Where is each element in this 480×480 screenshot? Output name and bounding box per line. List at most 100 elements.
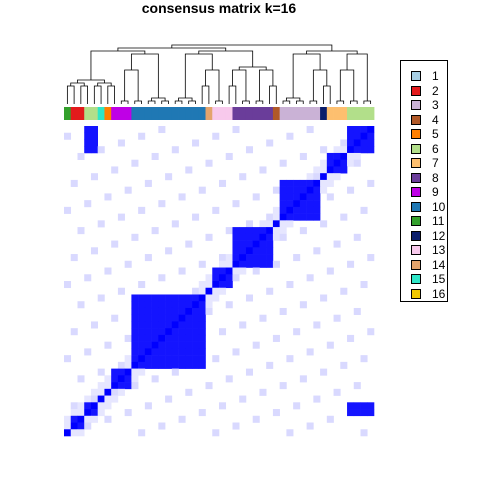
heatmap-cell <box>252 240 260 248</box>
heatmap-cell <box>90 402 98 410</box>
heatmap-cell <box>192 307 200 315</box>
heatmap-cell <box>326 152 334 160</box>
heatmap-cell <box>171 341 179 349</box>
heatmap-cell <box>286 355 294 363</box>
heatmap-cell <box>286 429 294 437</box>
heatmap-cell <box>232 260 240 268</box>
heatmap-cell <box>306 179 314 187</box>
heatmap-cell <box>252 267 260 275</box>
heatmap-cell <box>205 274 213 282</box>
dendrogram-branch <box>259 69 274 101</box>
heatmap-cell <box>279 233 287 241</box>
legend-label: 14 <box>432 257 446 272</box>
heatmap-cell <box>104 415 112 423</box>
heatmap-cell <box>185 321 193 329</box>
heatmap-cell <box>117 382 125 390</box>
heatmap-cell <box>320 166 328 174</box>
heatmap-cell <box>340 146 348 154</box>
heatmap-cell <box>299 301 307 309</box>
heatmap-cell <box>239 173 247 181</box>
heatmap-cells <box>64 126 375 437</box>
heatmap-cell <box>293 186 301 194</box>
dendrogram-branch <box>201 85 210 104</box>
heatmap-cell <box>185 240 193 248</box>
annotation-cell <box>320 107 328 120</box>
heatmap-cell <box>326 267 334 275</box>
dendrogram-branch <box>90 50 146 80</box>
heatmap-cell <box>347 402 355 410</box>
heatmap-cell <box>293 200 301 208</box>
heatmap-cell <box>192 139 200 147</box>
heatmap-cell <box>212 429 220 437</box>
heatmap-cell <box>104 341 112 349</box>
heatmap-cell <box>131 321 139 329</box>
heatmap-cell <box>259 314 267 322</box>
heatmap-cell <box>245 294 253 302</box>
legend-item: 6 <box>411 142 447 156</box>
heatmap-cell <box>77 227 85 235</box>
dendrogram-branch <box>269 85 277 104</box>
heatmap-cell <box>198 301 206 309</box>
heatmap-cell <box>347 132 355 140</box>
heatmap-cell <box>124 382 132 390</box>
heatmap-cell <box>353 233 361 241</box>
heatmap-cell <box>198 307 206 315</box>
heatmap-cell <box>192 334 200 342</box>
annotation-cell <box>252 107 260 120</box>
heatmap-cell <box>165 307 173 315</box>
heatmap-cell <box>185 307 193 315</box>
heatmap-cell <box>286 206 294 214</box>
heatmap-cell <box>77 429 85 437</box>
heatmap-cell <box>171 321 179 329</box>
heatmap-cell <box>340 361 348 369</box>
heatmap-cell <box>252 260 260 268</box>
heatmap-cell <box>117 287 125 295</box>
heatmap-cell <box>232 240 240 248</box>
heatmap-cell <box>252 341 260 349</box>
heatmap-cell <box>299 200 307 208</box>
heatmap-cell <box>178 415 186 423</box>
dendrogram-branch <box>292 53 321 98</box>
heatmap-cell <box>367 328 375 336</box>
heatmap-cell <box>165 355 173 363</box>
heatmap-cell <box>360 126 368 134</box>
heatmap-cell <box>144 355 152 363</box>
annotation-cell <box>266 107 274 120</box>
heatmap-cell <box>111 166 119 174</box>
heatmap-cell <box>185 294 193 302</box>
legend-label: 1 <box>432 69 439 83</box>
legend-swatch <box>411 100 421 110</box>
heatmap-cell <box>245 227 253 235</box>
heatmap-cell <box>245 220 253 228</box>
heatmap-cell <box>259 166 267 174</box>
heatmap-cell <box>205 307 213 315</box>
heatmap-cell <box>111 388 119 396</box>
annotation-cell <box>158 107 166 120</box>
heatmap-cell <box>306 422 314 430</box>
heatmap-cell <box>313 321 321 329</box>
annotation-cell <box>272 107 281 120</box>
heatmap-cell <box>320 173 328 181</box>
heatmap-cell <box>90 321 98 329</box>
heatmap-cell <box>131 314 139 322</box>
dendrogram-branch <box>309 100 318 104</box>
dendrogram-branch <box>205 69 220 101</box>
heatmap-cell <box>77 409 85 417</box>
dendrogram-branch <box>242 100 250 104</box>
legend-item: 9 <box>411 185 447 199</box>
heatmap-cell <box>171 307 179 315</box>
heatmap-cell <box>185 388 193 396</box>
annotation-cell <box>333 107 341 120</box>
heatmap-cell <box>353 152 361 160</box>
heatmap-cell <box>117 368 125 376</box>
legend-item: 4 <box>411 113 447 127</box>
heatmap-cell <box>171 220 179 228</box>
legend-label: 5 <box>432 127 439 141</box>
heatmap-cell <box>84 409 92 417</box>
heatmap-cell <box>97 395 105 403</box>
heatmap-cell <box>286 220 294 228</box>
class-annotation-bar <box>64 107 375 120</box>
heatmap-cell <box>77 402 85 410</box>
heatmap-cell <box>360 409 368 417</box>
heatmap-cell <box>178 341 186 349</box>
